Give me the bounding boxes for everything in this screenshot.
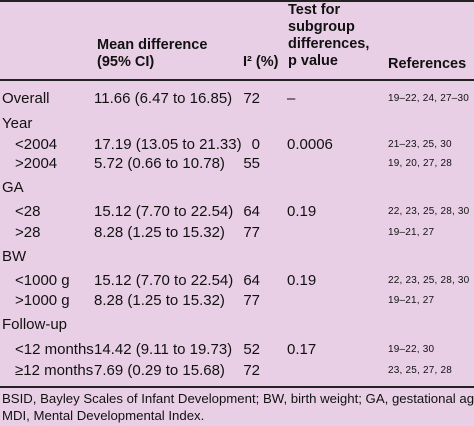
p-value-cell: 0.19 (287, 203, 317, 220)
header-test-1: Test for (288, 2, 341, 18)
mean-difference-cell: 11.66 (6.47 to 16.85) (94, 90, 233, 107)
header-i2: I² (%) (243, 54, 279, 70)
header-mean: Mean difference (97, 37, 208, 53)
p-value-cell: 0.19 (287, 272, 317, 289)
row-label: >2004 (15, 155, 58, 172)
i2-cell: 64 (243, 272, 260, 289)
mean-difference-cell: 8.28 (1.25 to 15.32) (94, 292, 225, 309)
references-cell: 19–21, 27 (388, 295, 435, 306)
group-heading: Follow-up (2, 316, 68, 333)
row-label: Overall (2, 90, 50, 107)
group-heading: GA (2, 179, 24, 196)
mean-difference-cell: 5.72 (0.66 to 10.78) (94, 155, 225, 172)
header-test-2: subgroup (288, 19, 355, 35)
i2-cell: 52 (243, 341, 260, 358)
mean-difference-cell: 14.42 (9.11 to 19.73) (94, 341, 233, 358)
header-mean-ci: (95% CI) (97, 54, 155, 70)
i2-cell: 55 (243, 155, 260, 172)
mean-difference-cell: 15.12 (7.70 to 22.54) (94, 203, 234, 220)
p-value-cell: 0.0006 (287, 136, 333, 153)
top-rule (0, 0, 474, 2)
references-cell: 23, 25, 27, 28 (388, 365, 452, 376)
row-label: <1000 g (15, 272, 70, 289)
mean-difference-cell: 8.28 (1.25 to 15.32) (94, 224, 225, 241)
references-cell: 22, 23, 25, 28, 30 (388, 206, 470, 217)
header-rule (0, 79, 474, 81)
row-label: >28 (15, 224, 41, 241)
group-heading: Year (2, 115, 33, 132)
row-label: ≥12 months (15, 362, 94, 379)
references-cell: 19–22, 24, 27–30 (388, 93, 470, 104)
mean-difference-cell: 7.69 (0.29 to 15.68) (94, 362, 225, 379)
header-test-4: p value (288, 53, 338, 69)
i2-cell: 0 (251, 136, 260, 153)
row-label: <28 (15, 203, 41, 220)
mean-difference-cell: 15.12 (7.70 to 22.54) (94, 272, 234, 289)
references-cell: 19–22, 30 (388, 344, 435, 355)
footnote-line-2: MDI, Mental Developmental Index. (2, 408, 205, 423)
row-label: >1000 g (15, 292, 70, 309)
mean-difference-cell: 17.19 (13.05 to 21.33) (94, 136, 242, 153)
i2-cell: 72 (243, 90, 260, 107)
header-test-3: differences, (288, 36, 370, 52)
i2-cell: 77 (243, 292, 260, 309)
references-cell: 21–23, 25, 30 (388, 139, 452, 150)
row-label: <2004 (15, 136, 58, 153)
references-cell: 19–21, 27 (388, 227, 435, 238)
p-value-cell: – (287, 90, 296, 107)
row-label: <12 months (15, 341, 94, 358)
header-references: References (388, 56, 467, 72)
i2-cell: 72 (243, 362, 260, 379)
references-cell: 22, 23, 25, 28, 30 (388, 275, 470, 286)
group-heading: BW (2, 248, 27, 265)
p-value-cell: 0.17 (287, 341, 317, 358)
i2-cell: 77 (243, 224, 260, 241)
i2-cell: 64 (243, 203, 260, 220)
references-cell: 19, 20, 27, 28 (388, 158, 452, 169)
bottom-rule (0, 386, 474, 388)
footnote-line-1: BSID, Bayley Scales of Infant Developmen… (2, 391, 474, 406)
